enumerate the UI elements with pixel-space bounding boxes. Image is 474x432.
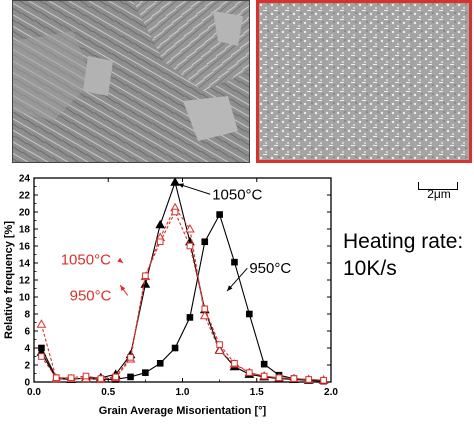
series-3-point [290,375,298,382]
annotation-label: 1050°C [61,252,111,269]
x-tick-label: 1.5 [250,387,264,398]
y-tick-label: 10 [19,293,31,304]
y-tick-label: 20 [19,208,31,219]
series-1-point [171,344,179,352]
x-tick-label: 0.0 [27,387,41,398]
annotation-arrowhead [227,285,233,292]
y-tick-label: 0 [24,378,30,389]
micrograph-1050c [256,0,472,163]
series-3-point [142,272,149,280]
scale-bar-label: 2μm [427,187,451,201]
series-0-point [170,177,180,186]
annotation-arrowhead [120,285,126,291]
series-3-point [305,376,313,383]
series-3-point [127,354,134,361]
series-1-point [246,310,253,318]
x-tick-label: 2.0 [324,387,338,398]
series-2-point [214,345,225,355]
annotation-arrowhead [178,183,185,188]
series-3-point [97,375,105,382]
series-1-point [38,344,45,352]
series-0-point [155,219,166,229]
series-1-point [201,238,209,246]
y-axis-label: Relative frequency [%] [3,221,15,339]
micrograph-950c-texture [13,1,249,162]
series-3-point [246,369,253,376]
y-tick-label: 12 [19,276,31,287]
y-tick-label: 6 [24,327,30,338]
series-1-point [142,369,149,376]
series-3-point [38,353,45,360]
series-3-point [82,372,90,380]
series-1-point [260,360,268,368]
series-2-point [199,310,210,320]
heating-rate-text: Heating rate: 10K/s [343,228,463,282]
series-3-point [320,377,327,384]
y-tick-label: 8 [24,310,30,321]
series-3-point [52,374,60,382]
x-tick-label: 0.5 [101,387,115,398]
series-1-point [186,314,194,321]
series-3-point [186,242,194,250]
series-3-point [216,341,223,348]
series-3-point [156,238,164,246]
heating-rate-line1: Heating rate: [343,230,464,253]
micrograph-950c [12,0,250,163]
series-1-point [231,258,238,266]
series-3-point [201,305,209,313]
y-tick-label: 14 [19,259,31,270]
series-1-point [216,211,223,218]
series-3-point [231,360,238,367]
plot-frame [33,177,332,383]
series-2-point [36,319,47,328]
scale-bar-line [418,182,458,190]
annotation-label: 950°C [249,260,291,277]
y-tick-label: 22 [19,191,31,202]
series-0-point [140,279,151,288]
annotation-label: 1050°C [212,186,262,203]
heating-rate-line2: 10K/s [343,257,397,280]
x-axis-label: Grain Average Misorientation [°] [99,405,267,417]
series-line-3 [40,210,324,381]
y-tick-label: 2 [24,361,30,372]
series-3-point [171,208,179,216]
y-tick-label: 4 [24,344,30,355]
annotation-label: 950°C [70,287,112,304]
annotation-arrowhead [117,257,124,263]
y-tick-label: 18 [19,225,31,236]
micrograph-1050c-texture [259,3,469,160]
series-3-point [67,374,75,382]
series-1-point [156,360,164,367]
series-2-point [185,223,195,233]
series-line-0 [40,180,324,381]
y-tick-label: 24 [19,174,31,185]
x-tick-label: 1.0 [176,387,190,398]
series-3-point [275,374,283,382]
series-3-point [112,373,119,381]
scale-bar: 2μm [418,178,460,202]
y-tick-label: 16 [19,242,31,253]
series-3-point [260,372,268,380]
annotation-arrow [177,183,211,195]
series-1-point [127,373,134,381]
